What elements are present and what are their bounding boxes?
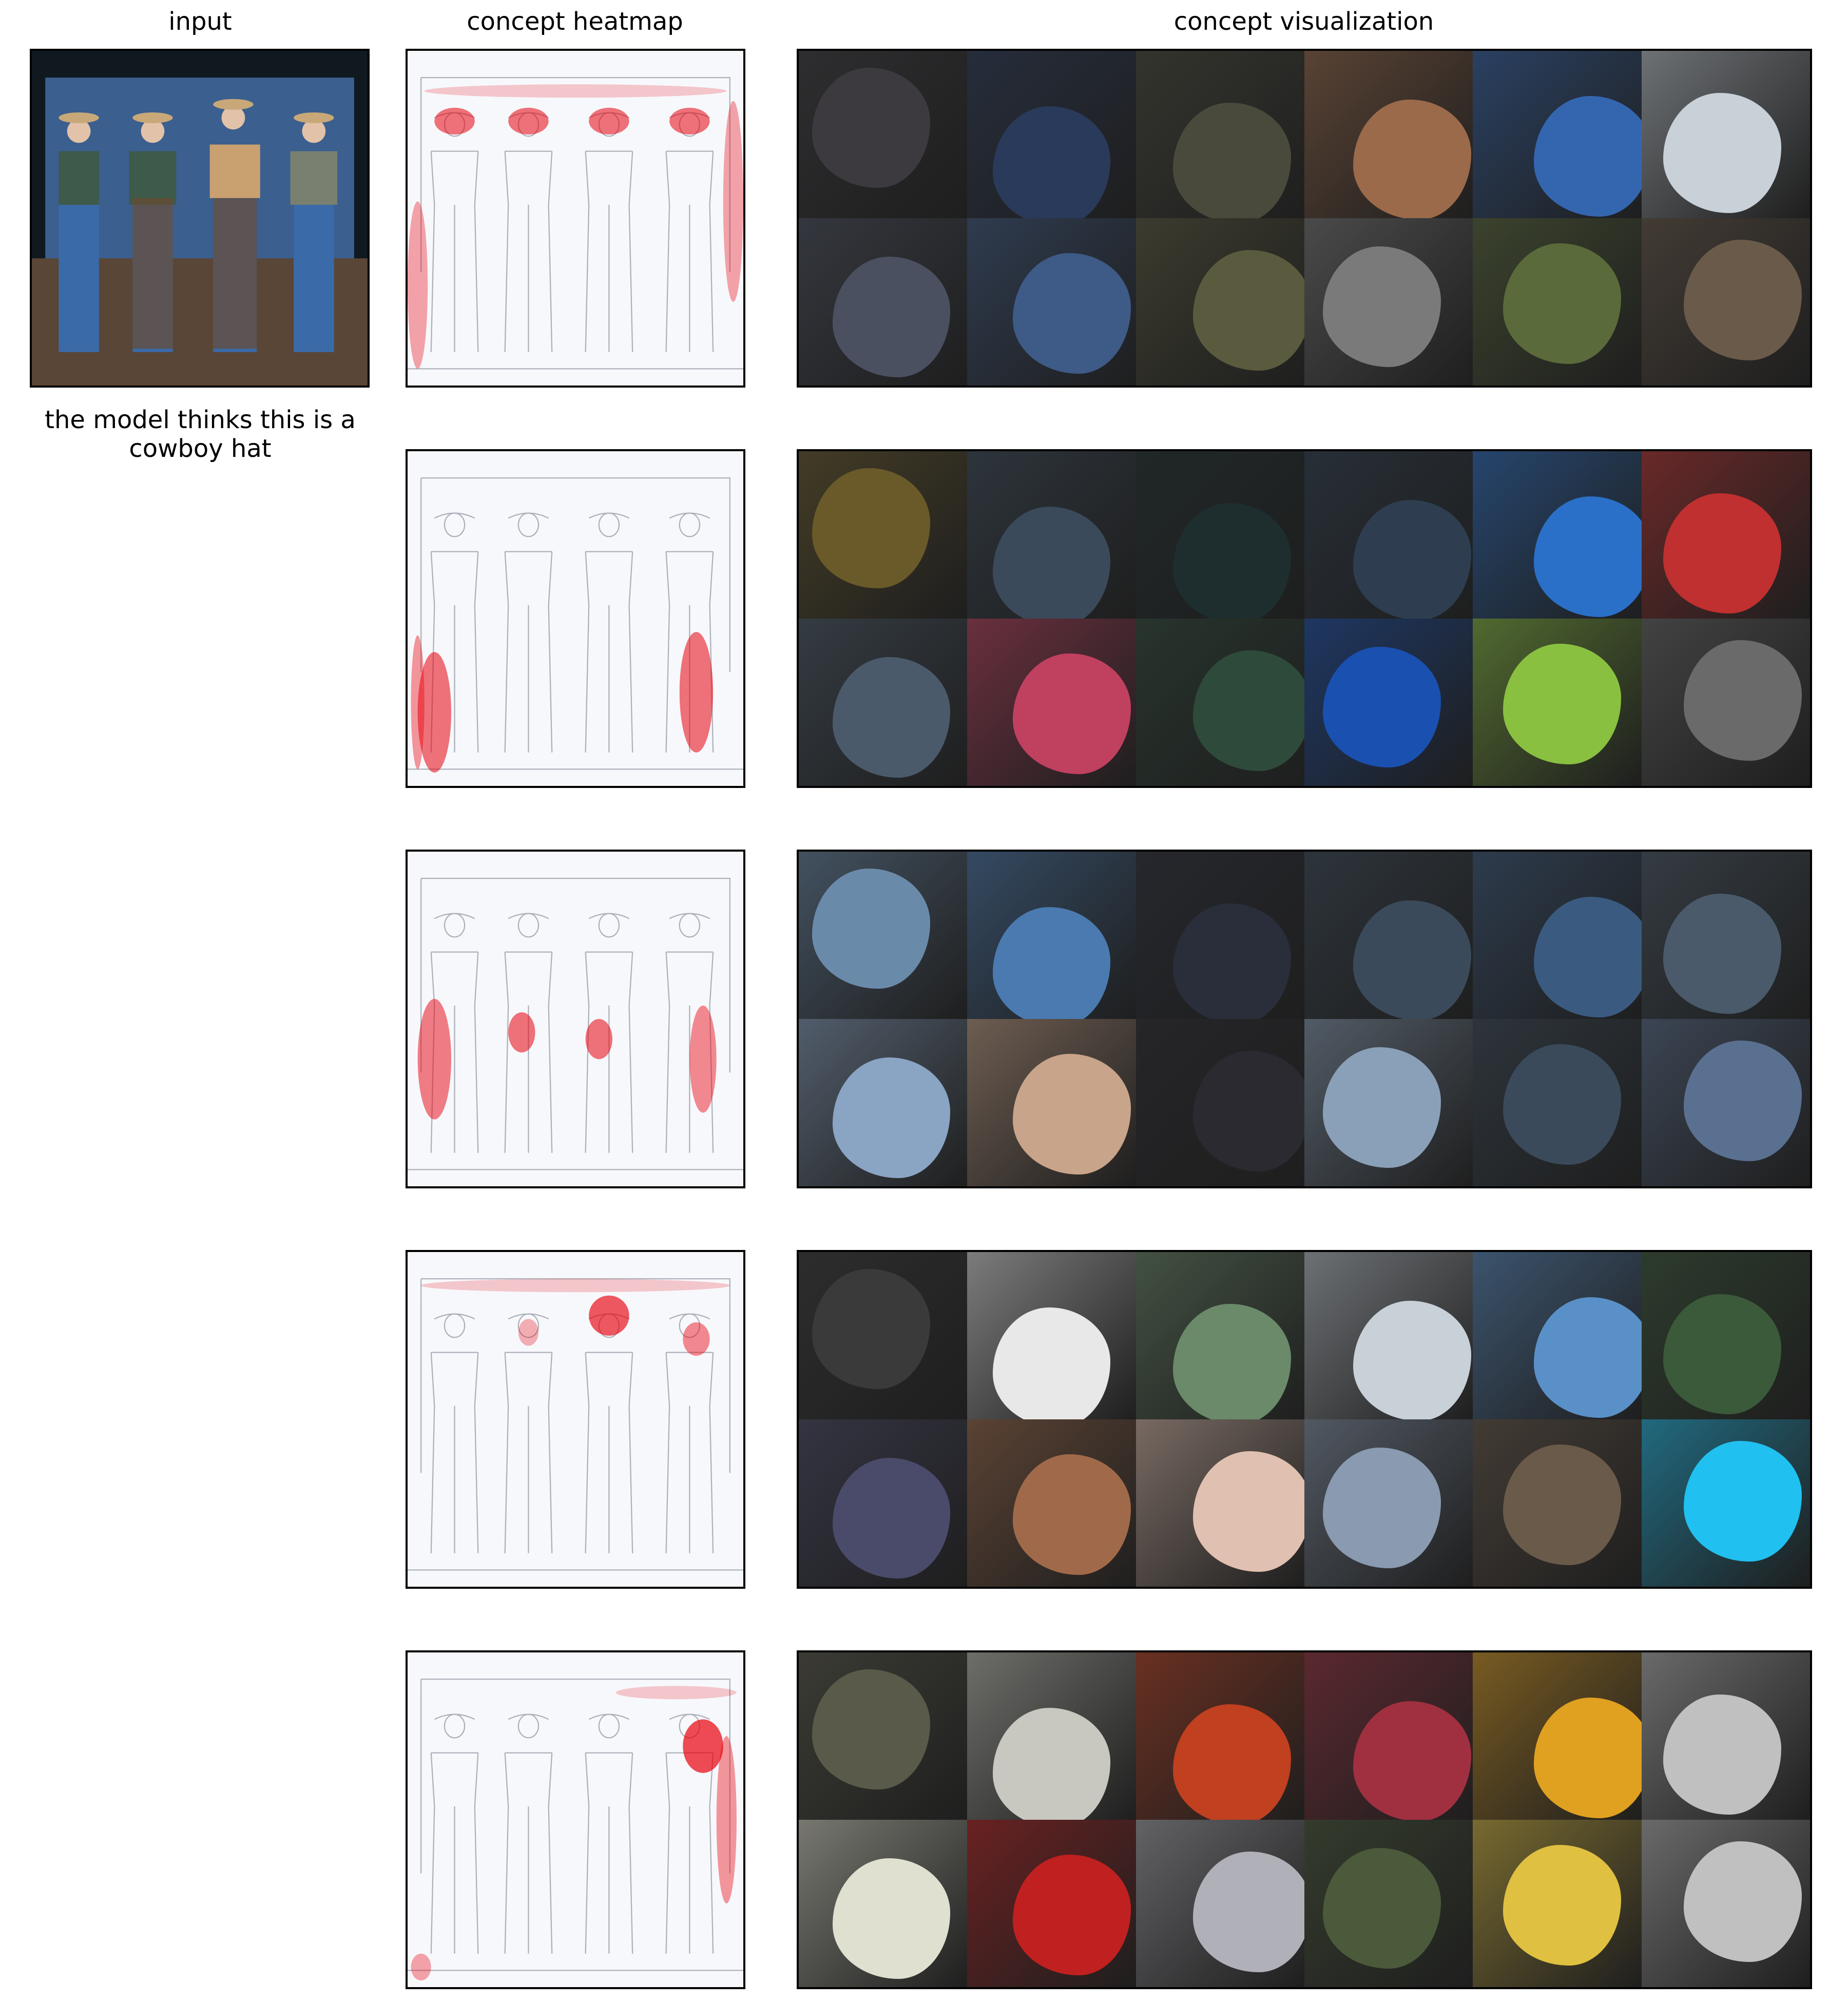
heatmap-column-title: concept heatmap xyxy=(467,7,683,36)
example-image-tile xyxy=(1135,619,1304,786)
example-image-tile xyxy=(1641,51,1810,218)
example-image-tile xyxy=(967,1019,1136,1186)
example-image-tile xyxy=(1473,619,1642,786)
concept-heatmap-4 xyxy=(406,1250,745,1589)
example-image-tile xyxy=(1304,51,1473,218)
example-image-tile xyxy=(1304,1252,1473,1419)
example-image-tile xyxy=(1135,51,1304,218)
example-image-tile xyxy=(967,1820,1136,1987)
example-image-tile xyxy=(1473,1019,1642,1186)
concept-visualization-5 xyxy=(797,1650,1812,1989)
example-image-tile xyxy=(967,1252,1136,1419)
example-image-tile xyxy=(799,1252,968,1419)
example-image-tile xyxy=(1135,218,1304,386)
input-column-title: input xyxy=(168,7,232,36)
example-image-tile xyxy=(1641,1419,1810,1587)
example-image-tile xyxy=(967,51,1136,218)
example-image-tile xyxy=(799,619,968,786)
example-image-tile xyxy=(1135,1019,1304,1186)
example-image-tile xyxy=(799,451,968,619)
example-image-tile xyxy=(1135,1419,1304,1587)
example-image-tile xyxy=(1304,218,1473,386)
example-image-tile xyxy=(1641,619,1810,786)
concept-heatmap-1 xyxy=(406,49,745,388)
example-image-tile xyxy=(1473,1252,1642,1419)
example-image-tile xyxy=(967,218,1136,386)
example-image-tile xyxy=(967,1652,1136,1820)
example-image-tile xyxy=(1304,852,1473,1019)
example-image-tile xyxy=(1641,1652,1810,1820)
example-image-tile xyxy=(799,1419,968,1587)
concept-heatmap-3 xyxy=(406,850,745,1188)
example-image-tile xyxy=(967,1419,1136,1587)
example-image-tile xyxy=(967,451,1136,619)
example-image-tile xyxy=(1135,1652,1304,1820)
example-image-tile xyxy=(1641,1252,1810,1419)
example-image-tile xyxy=(967,852,1136,1019)
example-image-tile xyxy=(799,1652,968,1820)
concept-visualization-3 xyxy=(797,850,1812,1188)
example-image-tile xyxy=(1304,1652,1473,1820)
example-image-tile xyxy=(1641,1019,1810,1186)
visualization-column-title: concept visualization xyxy=(1173,7,1434,36)
example-image-tile xyxy=(1473,852,1642,1019)
example-image-tile xyxy=(1641,218,1810,386)
concept-visualization-2 xyxy=(797,449,1812,788)
example-image-tile xyxy=(799,852,968,1019)
example-image-tile xyxy=(967,619,1136,786)
example-image-tile xyxy=(1473,51,1642,218)
example-image-tile xyxy=(1135,451,1304,619)
input-image xyxy=(30,49,370,388)
example-image-tile xyxy=(1473,451,1642,619)
example-image-tile xyxy=(1135,1252,1304,1419)
concept-visualization-1 xyxy=(797,49,1812,388)
example-image-tile xyxy=(1304,451,1473,619)
example-image-tile xyxy=(1135,1820,1304,1987)
example-image-tile xyxy=(1641,451,1810,619)
example-image-tile xyxy=(1473,1820,1642,1987)
example-image-tile xyxy=(1641,852,1810,1019)
prediction-caption: the model thinks this is a cowboy hat xyxy=(45,406,356,464)
example-image-tile xyxy=(1473,1652,1642,1820)
concept-heatmap-2 xyxy=(406,449,745,788)
example-image-tile xyxy=(799,1820,968,1987)
example-image-tile xyxy=(1304,1419,1473,1587)
example-image-tile xyxy=(799,51,968,218)
example-image-tile xyxy=(1304,1019,1473,1186)
example-image-tile xyxy=(799,1019,968,1186)
concept-visualization-4 xyxy=(797,1250,1812,1589)
concept-heatmap-5 xyxy=(406,1650,745,1989)
example-image-tile xyxy=(1304,619,1473,786)
example-image-tile xyxy=(1641,1820,1810,1987)
example-image-tile xyxy=(1473,1419,1642,1587)
example-image-tile xyxy=(799,218,968,386)
example-image-tile xyxy=(1135,852,1304,1019)
example-image-tile xyxy=(1304,1820,1473,1987)
example-image-tile xyxy=(1473,218,1642,386)
